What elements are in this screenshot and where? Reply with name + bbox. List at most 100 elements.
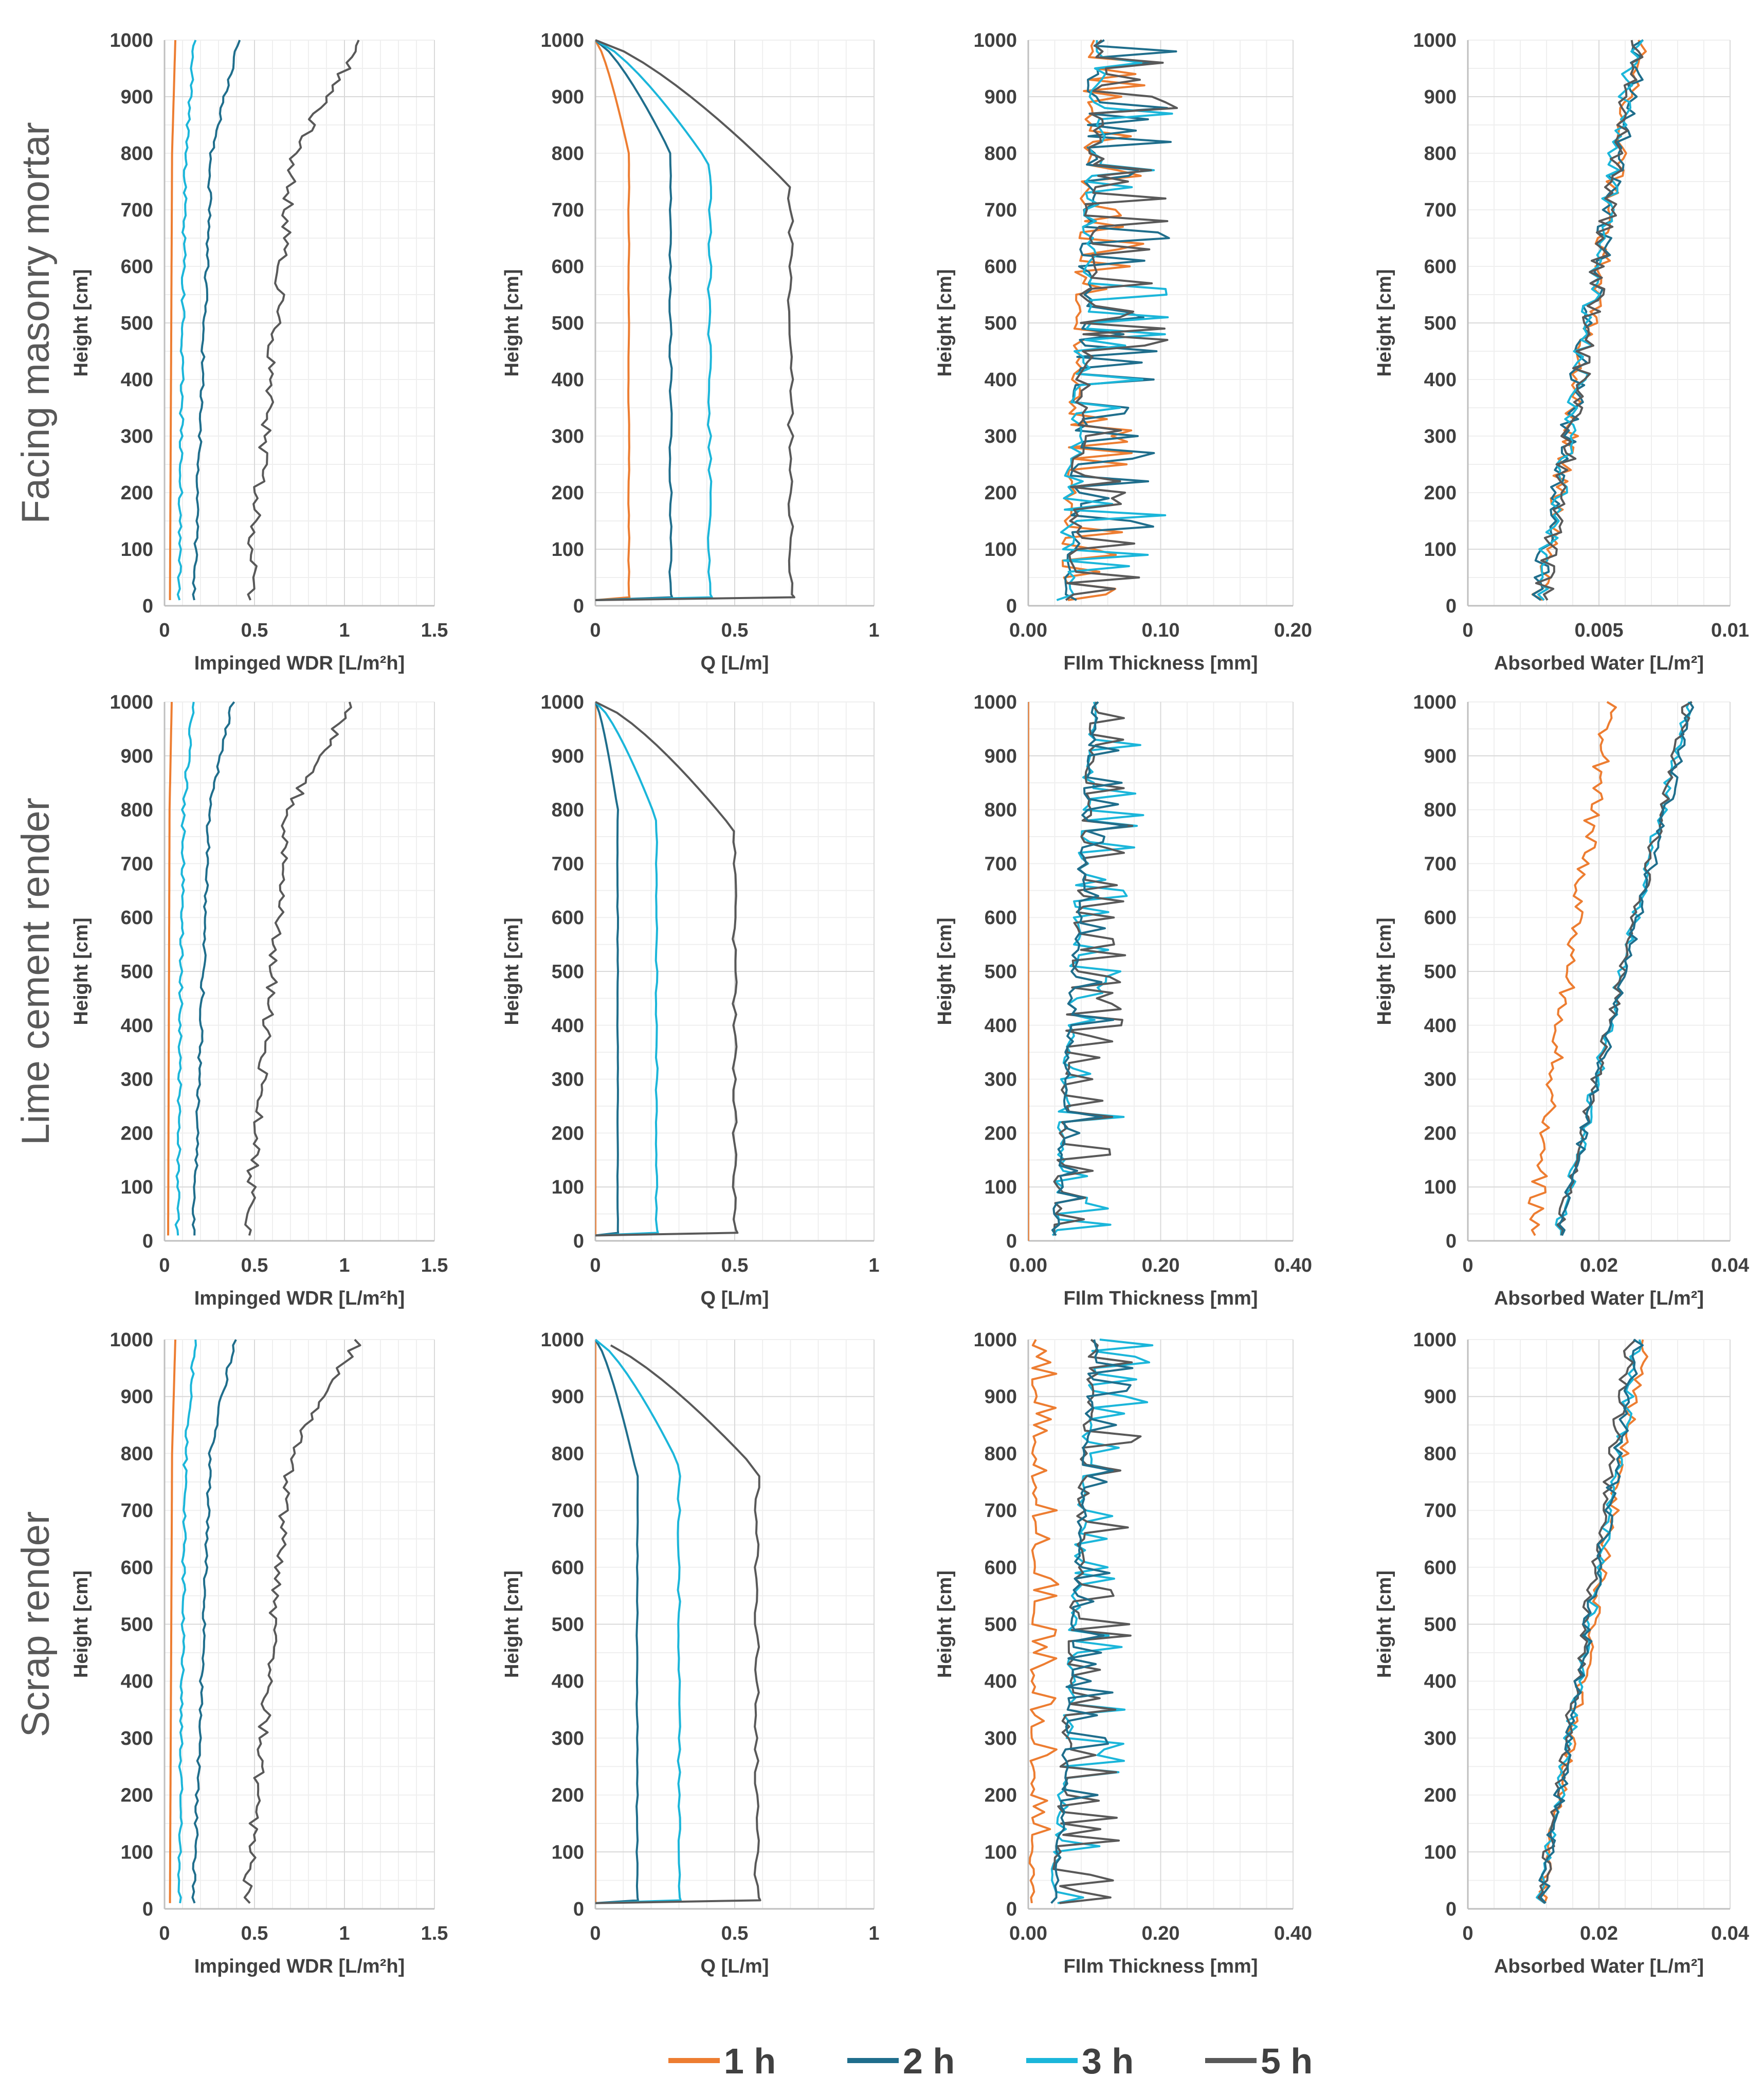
y-tick-label: 200: [552, 1785, 584, 1807]
y-tick-label: 900: [121, 746, 153, 767]
y-tick-label: 100: [1424, 539, 1457, 561]
series-group: [169, 40, 360, 601]
series-line-5h: [1537, 1339, 1637, 1904]
y-tick-label: 800: [121, 1443, 153, 1465]
y-tick-label: 400: [985, 1015, 1017, 1037]
x-tick-label: 1: [868, 620, 879, 641]
y-tick-label: 700: [552, 1500, 584, 1522]
series-line-2h: [1538, 1339, 1644, 1904]
x-axis-label: FIlm Thickness [mm]: [1064, 1288, 1258, 1309]
y-axis-label: Height [cm]: [934, 1570, 956, 1678]
row-label-0: Facing masonry mortar: [14, 122, 58, 523]
row-label-2: Scrap render: [14, 1511, 58, 1737]
y-tick-label: 400: [121, 369, 153, 391]
series-line-2h: [1050, 1339, 1134, 1904]
y-axis-label: Height [cm]: [70, 918, 92, 1025]
y-tick-label: 100: [985, 1177, 1017, 1198]
x-tick-label: 0.00: [1009, 620, 1047, 641]
y-tick-label: 300: [1424, 426, 1457, 447]
y-tick-label: 700: [1424, 853, 1457, 875]
panel-r2-c0: 0 100 200 300 400 500 600 700 800 900 1000 0 0.5 1 1.5…: [70, 1329, 448, 1977]
y-tick-label: 300: [1424, 1069, 1457, 1091]
y-tick-label: 500: [552, 313, 584, 334]
y-tick-label: 800: [552, 800, 584, 821]
series-line-5h: [247, 40, 360, 601]
row-labels-group: Facing masonry mortar Lime cement render S…: [14, 122, 58, 1737]
y-tick-label: 200: [1424, 1123, 1457, 1144]
series-line-3h: [1536, 1339, 1643, 1904]
x-tick-label: 0.5: [721, 1255, 749, 1276]
series-line-5h: [1065, 39, 1178, 601]
y-tick-label: 600: [121, 907, 153, 929]
x-tick-label: 0.20: [1274, 620, 1312, 641]
y-tick-label: 900: [985, 86, 1017, 108]
x-tick-label: 1.5: [421, 1255, 448, 1276]
x-tick-label: 0: [590, 1255, 601, 1276]
series-line-5h: [595, 39, 795, 601]
series-group: [1056, 39, 1178, 601]
series-line-5h: [595, 1344, 761, 1904]
y-tick-label: 500: [1424, 1614, 1457, 1636]
series-line-2h: [1051, 701, 1128, 1236]
legend-label-2: 3 h: [1082, 2041, 1134, 2081]
series-line-2h: [1558, 701, 1694, 1236]
series-line-3h: [177, 1339, 197, 1904]
y-tick-label: 900: [552, 746, 584, 767]
y-tick-label: 600: [121, 256, 153, 278]
y-tick-label: 100: [121, 1841, 153, 1863]
series-group: [1531, 39, 1647, 601]
series-line-3h: [1537, 39, 1644, 601]
x-tick-label: 1: [339, 620, 350, 641]
y-tick-label: 0: [573, 1231, 584, 1252]
x-tick-label: 1: [339, 1255, 350, 1276]
y-axis-label: Height [cm]: [934, 918, 956, 1025]
x-tick-label: 0: [590, 620, 601, 641]
x-tick-label: 0.5: [241, 1923, 268, 1944]
y-tick-label: 100: [985, 1841, 1017, 1863]
x-tick-label: 0.04: [1711, 1255, 1749, 1276]
y-axis-label: Height [cm]: [70, 269, 92, 377]
x-tick-label: 0.20: [1142, 1255, 1180, 1276]
y-axis-label: Height [cm]: [1374, 1570, 1395, 1678]
series-group: [595, 1339, 761, 1904]
y-tick-label: 1000: [973, 692, 1017, 713]
y-tick-label: 0: [1446, 1231, 1457, 1252]
panel-r1-c1: 0 100 200 300 400 500 600 700 800 900 1000 0 0.5 1 Q […: [501, 692, 880, 1309]
y-axis-label: Height [cm]: [1374, 269, 1395, 377]
y-tick-label: 200: [1424, 1785, 1457, 1807]
y-tick-label: 1000: [110, 30, 153, 51]
x-axis-label: Absorbed Water [L/m²]: [1494, 1956, 1704, 1977]
panel-r0-c0: 0 100 200 300 400 500 600 700 800 900 1000 0 0.5 1 1.5…: [70, 30, 448, 674]
y-tick-label: 700: [121, 200, 153, 221]
series-line-1h: [167, 701, 173, 1236]
y-tick-label: 900: [1424, 1386, 1457, 1408]
series-group: [595, 39, 795, 601]
y-tick-label: 700: [985, 200, 1017, 221]
y-tick-label: 1000: [973, 30, 1017, 51]
x-tick-label: 0: [159, 1923, 170, 1944]
series-line-5h: [1535, 40, 1644, 601]
x-axis-label: Absorbed Water [L/m²]: [1494, 1288, 1704, 1309]
x-axis-label: Q [L/m]: [701, 653, 769, 674]
y-tick-label: 600: [985, 1557, 1017, 1579]
y-tick-label: 700: [121, 853, 153, 875]
series-line-3h: [1056, 40, 1173, 601]
x-tick-label: 1: [868, 1923, 879, 1944]
y-axis-label: Height [cm]: [501, 1570, 523, 1678]
y-tick-label: 0: [142, 595, 153, 617]
y-axis-label: Height [cm]: [501, 918, 523, 1025]
x-axis-label: Q [L/m]: [701, 1956, 769, 1977]
series-line-3h: [595, 39, 713, 601]
y-tick-label: 400: [121, 1671, 153, 1692]
y-tick-label: 800: [121, 143, 153, 165]
legend-label-1: 2 h: [903, 2041, 955, 2081]
panel-r1-c3: 0 100 200 300 400 500 600 700 800 900 1000 0 0.02 0.0…: [1374, 692, 1749, 1309]
x-axis-label: Impinged WDR [L/m²h]: [194, 653, 405, 674]
x-tick-label: 0: [1462, 1923, 1473, 1944]
y-tick-label: 800: [985, 1443, 1017, 1465]
y-tick-label: 300: [985, 1069, 1017, 1091]
x-tick-label: 0.40: [1274, 1923, 1312, 1944]
y-tick-label: 700: [985, 1500, 1017, 1522]
y-tick-label: 200: [1424, 482, 1457, 504]
